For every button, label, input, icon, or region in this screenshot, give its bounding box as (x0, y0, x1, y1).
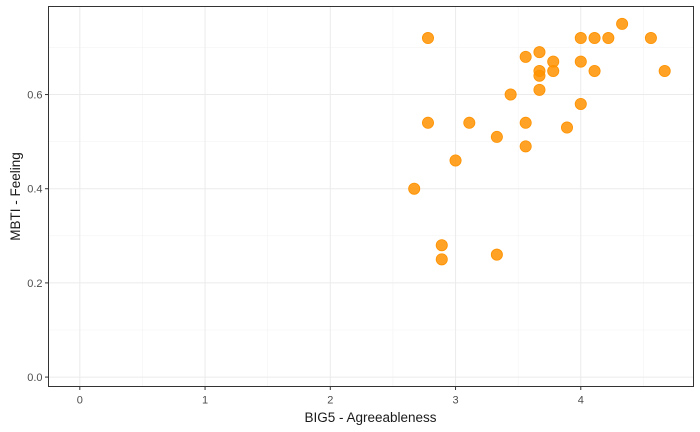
data-point (547, 65, 560, 78)
y-tick-label: 0.6 (27, 90, 42, 102)
data-point (408, 182, 421, 195)
y-tick-label: 0.4 (27, 184, 42, 196)
data-point (616, 17, 629, 30)
data-point (490, 130, 503, 143)
y-axis-title: MBTI - Feeling (8, 152, 23, 241)
data-point (449, 154, 462, 167)
data-points (408, 17, 671, 266)
data-point (644, 32, 657, 45)
plot-panel-border (48, 6, 694, 387)
y-tick-label: 0.2 (27, 278, 42, 290)
x-tick-label: 4 (578, 395, 584, 407)
axis-ticks: 0 1 2 3 4 0.0 0.2 0.4 0.6 (27, 90, 584, 407)
data-point (435, 253, 448, 266)
data-point (519, 116, 532, 129)
x-tick-label: 2 (327, 395, 333, 407)
data-point (574, 55, 587, 68)
data-point (658, 65, 671, 78)
data-point (504, 88, 517, 101)
data-point (463, 116, 476, 129)
data-point (519, 140, 532, 153)
grid-lines (48, 6, 694, 387)
x-tick-label: 0 (77, 395, 83, 407)
data-point (533, 46, 546, 59)
data-point (588, 65, 601, 78)
data-point (588, 32, 601, 45)
data-point (574, 97, 587, 110)
data-point (490, 248, 503, 261)
x-axis-title: BIG5 - Agreeableness (304, 410, 436, 425)
x-tick-label: 3 (452, 395, 458, 407)
data-point (561, 121, 574, 134)
y-tick-label: 0.0 (27, 372, 42, 384)
data-point (421, 32, 434, 45)
x-tick-label: 1 (202, 395, 208, 407)
data-point (533, 69, 546, 82)
data-point (602, 32, 615, 45)
data-point (519, 50, 532, 63)
data-point (435, 239, 448, 252)
data-point (533, 83, 546, 96)
data-point (421, 116, 434, 129)
data-point (574, 32, 587, 45)
